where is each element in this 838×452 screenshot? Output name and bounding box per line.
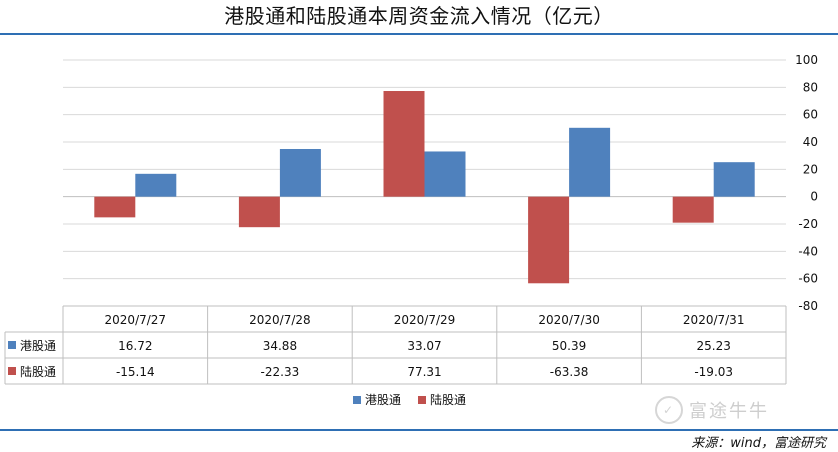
data-label: 33.07 [407, 339, 441, 353]
title-divider [0, 33, 838, 35]
data-label: 16.72 [118, 339, 152, 353]
x-tick-label: 2020/7/29 [394, 313, 456, 327]
legend-entry: 陆股通 [430, 392, 466, 407]
table-legend-swatch [8, 341, 16, 349]
data-label: 50.39 [552, 339, 586, 353]
source-note: 来源：wind，富途研究 [691, 436, 826, 451]
data-label: 77.31 [407, 365, 441, 379]
bar-sh-sz-connect [528, 196, 570, 284]
y-tick-label: 80 [803, 80, 818, 94]
data-label: 34.88 [263, 339, 297, 353]
bar-hk-connect [135, 173, 177, 197]
futu-logo-icon: ✓ [655, 396, 683, 424]
x-tick-label: 2020/7/28 [249, 313, 311, 327]
bar-hk-connect [569, 127, 611, 197]
table-legend-swatch [8, 367, 16, 375]
bar-sh-sz-connect [383, 91, 425, 197]
data-label: -22.33 [261, 365, 300, 379]
y-tick-label: -20 [798, 217, 818, 231]
chart-title: 港股通和陆股通本周资金流入情况（亿元） [224, 4, 614, 28]
bar-sh-sz-connect [672, 196, 714, 223]
y-tick-label: -60 [798, 272, 818, 286]
x-tick-label: 2020/7/27 [105, 313, 167, 327]
data-label: -19.03 [694, 365, 733, 379]
bar-hk-connect [713, 162, 755, 197]
legend-swatch [418, 396, 426, 404]
bar-sh-sz-connect [94, 196, 136, 218]
y-tick-label: 40 [803, 135, 818, 149]
data-label: 25.23 [697, 339, 731, 353]
y-tick-label: -80 [798, 299, 818, 313]
y-tick-label: 60 [803, 108, 818, 122]
bar-hk-connect [279, 148, 321, 197]
table-row-label: 陆股通 [20, 364, 56, 379]
x-tick-label: 2020/7/31 [683, 313, 745, 327]
data-label: -63.38 [550, 365, 589, 379]
watermark-text: 富途牛牛 [689, 401, 769, 422]
legend-swatch [353, 396, 361, 404]
y-tick-label: 20 [803, 162, 818, 176]
footer-divider [0, 429, 838, 431]
table-row-label: 港股通 [20, 339, 56, 353]
bar-hk-connect [424, 151, 466, 197]
bar-sh-sz-connect [238, 196, 280, 228]
y-tick-label: -40 [798, 244, 818, 258]
legend-entry: 港股通 [365, 393, 401, 407]
watermark: ✓ 富途牛牛 [655, 396, 769, 424]
data-label: -15.14 [116, 365, 155, 379]
y-tick-label: 100 [795, 53, 818, 67]
x-tick-label: 2020/7/30 [538, 313, 600, 327]
y-tick-label: 0 [810, 190, 818, 204]
